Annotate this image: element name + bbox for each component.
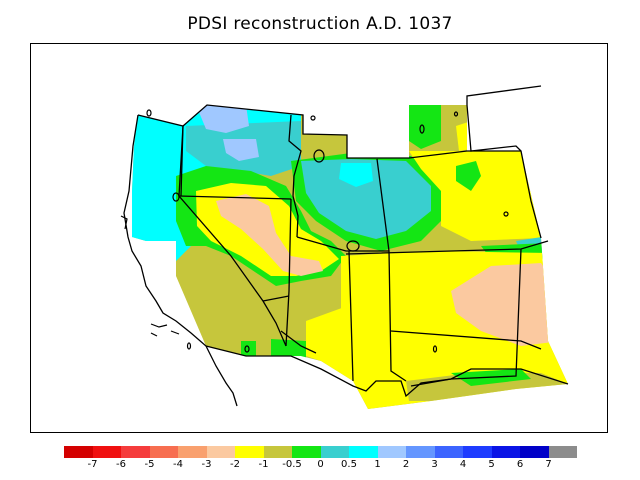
- page-title: PDSI reconstruction A.D. 1037: [187, 14, 453, 34]
- colorbar-tick-label: 1: [374, 459, 381, 470]
- colorbar-swatch: [149, 446, 178, 458]
- pdsi-field: [132, 105, 568, 409]
- very-wet-zone-north-2: [223, 139, 259, 161]
- island-1: [150, 323, 168, 328]
- lake-pond-6: [432, 345, 438, 353]
- colorbar-tick-label: 7: [545, 459, 552, 470]
- lake-pond-2: [310, 115, 316, 121]
- colorbar-tick-label: -0.5: [282, 459, 302, 470]
- colorbar-tick-label: 0.5: [341, 459, 357, 470]
- colorbar-tick-label: 4: [459, 459, 467, 470]
- island-2: [170, 330, 180, 335]
- colorbar-swatch: [491, 446, 520, 458]
- colorbar-tick-label: -2: [230, 459, 240, 470]
- colorbar-swatch: [121, 446, 150, 458]
- colorbar-swatch: [548, 446, 577, 458]
- border-montana-dakota: [466, 104, 542, 239]
- colorbar-tick-label: -4: [173, 459, 183, 470]
- colorbar-swatch: [406, 446, 435, 458]
- border-north-dakota: [466, 85, 542, 105]
- very-wet-zone-north: [196, 105, 249, 133]
- border-texas: [410, 248, 522, 387]
- colorbar-tick-label: 3: [431, 459, 438, 470]
- border-arizona-nm: [348, 250, 354, 382]
- lake-pond-4: [453, 111, 459, 117]
- border-utah-wyoming: [296, 236, 389, 252]
- colorbar-tick-label: -3: [201, 459, 212, 470]
- border-oregon-idaho: [180, 125, 184, 197]
- coastline: [123, 114, 238, 407]
- border-utah-west: [285, 198, 292, 347]
- lake-pond-1: [146, 109, 152, 117]
- colorbar-swatch: [92, 446, 121, 458]
- great-salt-lake: [346, 240, 360, 252]
- border-nevada-south: [262, 295, 290, 302]
- map-frame: [30, 43, 608, 433]
- dry-zone-southeast-peach: [451, 263, 561, 346]
- lake-pond-5: [503, 211, 509, 217]
- colorbar-tick-label: 2: [402, 459, 410, 470]
- lake-pond-3: [419, 124, 425, 134]
- colorbar-swatch: [292, 446, 321, 458]
- border-wyoming-east: [376, 158, 407, 382]
- colorbar-swatch: [206, 446, 235, 458]
- lake-tahoe: [172, 192, 180, 202]
- wet-zone-central-cyan: [339, 163, 373, 187]
- island-3: [150, 332, 158, 337]
- border-mexico: [205, 345, 569, 398]
- colorbar: [64, 446, 577, 458]
- colorbar-swatch: [377, 446, 406, 458]
- wet-zone-central-teal: [301, 159, 431, 239]
- island-4: [120, 215, 128, 230]
- border-nevada-utah: [178, 195, 292, 200]
- wet-zone-northeast-tip: [409, 105, 441, 149]
- canada-border: [137, 104, 521, 159]
- lake-pond-7: [186, 342, 192, 350]
- pdsi-map: [120, 85, 569, 409]
- colorbar-swatch: [64, 446, 93, 458]
- colorbar-tick-label: 0: [317, 459, 324, 470]
- colorbar-tick-label: -7: [87, 459, 98, 470]
- colorbar-tick-label: -1: [258, 459, 269, 470]
- colorbar-swatch: [235, 446, 264, 458]
- colorbar-swatch: [463, 446, 492, 458]
- dry-zone-northeast: [409, 151, 541, 241]
- border-colorado-nm: [390, 330, 542, 350]
- colorbar-tick-label: -5: [144, 459, 155, 470]
- lake-yellowstone: [313, 149, 325, 163]
- colorbar-tick-label: 5: [488, 459, 495, 470]
- colorbar-labels: -7 -6 -5 -4 -3 -2 -1 -0.5 0 0.5 1 2 3 4 5 6 7: [0, 459, 640, 475]
- lake-pond-8: [244, 345, 250, 353]
- colorbar-swatch: [520, 446, 549, 458]
- boundaries: [123, 85, 569, 407]
- border-arizona-sonora: [280, 330, 317, 354]
- border-nevada-california: [178, 125, 287, 347]
- colorbar-swatch: [178, 446, 207, 458]
- dry-zone-west: [216, 194, 323, 276]
- colorbar-swatch: [320, 446, 349, 458]
- border-idaho-montana: [288, 114, 302, 238]
- colorbar-swatch: [349, 446, 378, 458]
- colorbar-tick-label: -6: [116, 459, 126, 470]
- colorbar-swatch: [263, 446, 292, 458]
- yellow-zone-southwest: [306, 301, 401, 381]
- colorbar-swatch: [434, 446, 463, 458]
- islands: [120, 215, 180, 337]
- lakes: [146, 109, 509, 353]
- green-zone-northeast: [456, 161, 481, 191]
- colorbar-tick-label: 6: [516, 459, 524, 470]
